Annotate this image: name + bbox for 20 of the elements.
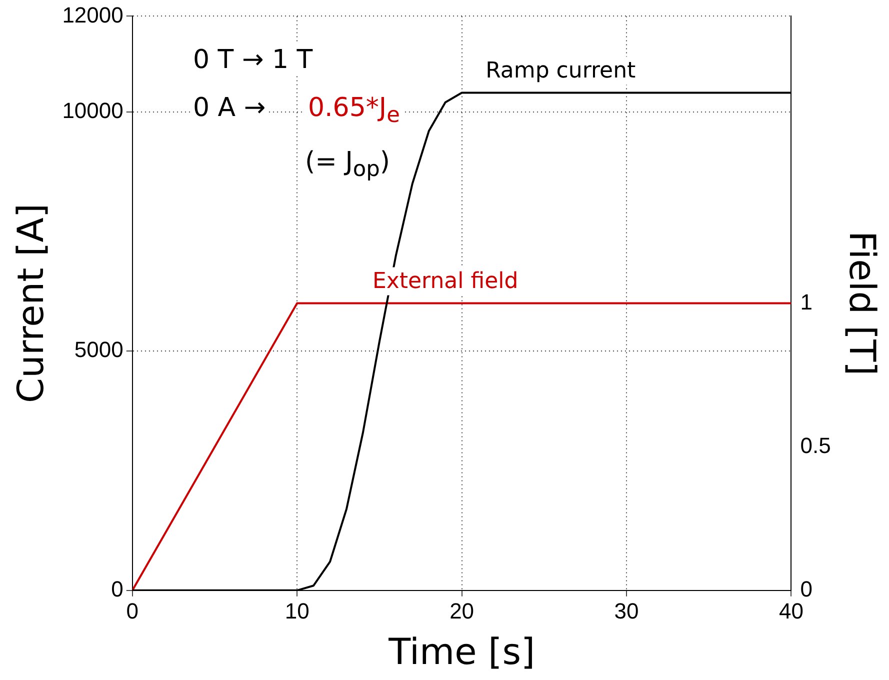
series-label: External field <box>372 269 518 294</box>
x-tick-label: 30 <box>614 598 639 624</box>
x-axis-title: Time [s] <box>388 632 535 673</box>
y2-tick-label: 0 <box>800 576 812 602</box>
y2-tick-label: 1 <box>800 289 812 314</box>
y-axis-title: Current [A] <box>10 204 52 403</box>
x-tick-label: 10 <box>284 598 310 624</box>
y2-axis-title: Field [T] <box>841 230 882 376</box>
y-tick-label: 0 <box>111 576 124 602</box>
annotation: 0 T → 1 T <box>190 44 316 76</box>
y-tick-label: 10000 <box>62 98 124 123</box>
y2-tick-label: 0.5 <box>800 432 831 458</box>
annotation: 0 A → <box>190 92 269 124</box>
y-tick-label: 12000 <box>62 2 124 28</box>
series-label: Ramp current <box>486 58 636 84</box>
x-tick-label: 40 <box>778 598 804 624</box>
annotation: (= J$_{op}$) <box>302 146 394 186</box>
annotation: 0.65*J$_{e}$ <box>305 92 403 132</box>
x-tick-label: 20 <box>450 598 474 624</box>
y-tick-label: 5000 <box>74 337 124 362</box>
